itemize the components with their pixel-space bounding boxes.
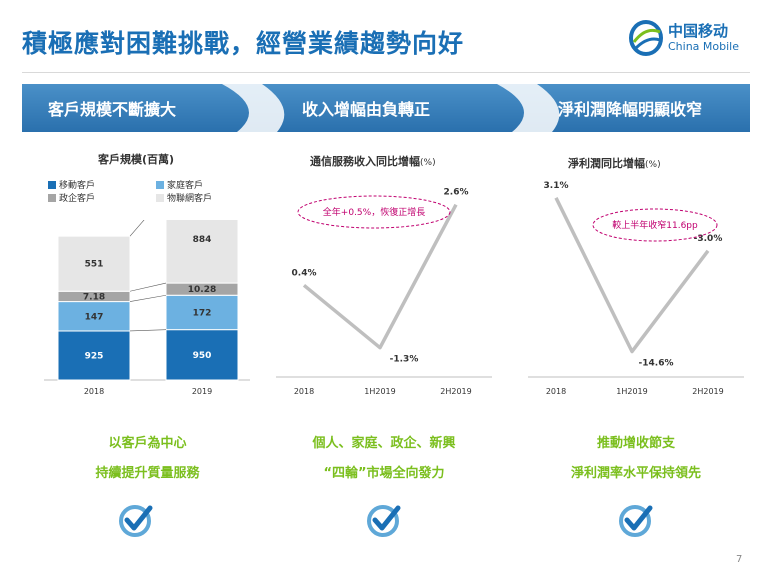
annotation-ellipse — [297, 195, 451, 229]
banner-profit: 淨利潤降幅明顯收窄 — [558, 100, 703, 119]
series-line — [302, 203, 458, 350]
x-tick-label: 2018 — [84, 387, 104, 396]
banner-revenue: 收入增幅由負轉正 — [302, 100, 431, 119]
revenue-line-chart: 0.4% 2018 -1.3% 1H2019 2.6% 2H2019 全年+0.5%，恢復正… — [276, 188, 492, 396]
point-data-label: 3.1% — [544, 181, 569, 191]
connector-line — [129, 282, 167, 292]
check-circle-icon — [119, 505, 153, 537]
customer-bar-chart: 925 147 7.18 551 2018 950 172 10.28 884 2019 — [44, 220, 250, 396]
connector-line — [129, 220, 145, 237]
legend-item-enterprise: 政企客戶 — [48, 191, 95, 204]
banner-customers: 客戶規模不斷擴大 — [48, 100, 177, 119]
china-mobile-logo: 中国移动 China Mobile — [628, 18, 748, 60]
x-tick-label: 1H2019 — [364, 387, 395, 396]
section-banner — [22, 84, 750, 132]
bar-data-label: 925 — [85, 351, 104, 361]
connector-line — [129, 329, 167, 332]
bar-data-label: 884 — [193, 235, 212, 245]
profit-line-chart: 3.1% 2018 -14.6% 1H2019 -3.0% 2H2019 較上半年收窄11.… — [528, 181, 744, 396]
bar-segment — [165, 294, 239, 331]
annotation-text: 較上半年收窄11.6pp — [612, 219, 698, 231]
x-tick-label: 2019 — [192, 387, 212, 396]
summary-2-line1: 個人、家庭、政企、新興 — [312, 436, 456, 451]
summary-1-line2: 持續提升質量服務 — [95, 466, 200, 481]
point-data-label: 2.6% — [444, 188, 469, 198]
chart3-title: 淨利潤同比增幅(%) — [568, 157, 661, 170]
x-tick-label: 2018 — [294, 387, 314, 396]
point-data-label: -14.6% — [639, 359, 674, 369]
annotation-text: 全年+0.5%，恢復正增長 — [323, 206, 425, 218]
bar-data-label: 10.28 — [188, 285, 216, 295]
logo-text-cn: 中国移动 — [668, 22, 729, 40]
legend-item-home: 家庭客戶 — [156, 178, 203, 191]
bar-segment — [165, 329, 239, 381]
x-tick-label: 2H2019 — [440, 387, 471, 396]
x-tick-label: 2H2019 — [692, 387, 723, 396]
title-divider — [22, 72, 750, 73]
bar-data-label: 950 — [193, 351, 212, 361]
check-circle-icon — [367, 505, 401, 537]
point-data-label: 0.4% — [292, 268, 317, 278]
x-tick-label: 2018 — [546, 387, 566, 396]
series-line — [554, 197, 710, 354]
connector-line — [129, 294, 167, 302]
summary-3-line1: 推動增收節支 — [596, 436, 675, 451]
bar-segment — [165, 220, 239, 284]
point-data-label: -3.0% — [694, 234, 723, 244]
chart1-title: 客戶規模(百萬) — [98, 153, 175, 166]
logo-mark-icon — [629, 20, 663, 56]
summary-1-line1: 以客戶為中心 — [108, 436, 187, 451]
legend-item-mobile: 移動客戶 — [48, 178, 95, 191]
legend-item-iot: 物聯網客戶 — [156, 191, 212, 204]
bar-segment — [57, 235, 131, 292]
point-data-label: -1.3% — [390, 355, 419, 365]
bar-data-label: 172 — [193, 308, 212, 318]
logo-text-en: China Mobile — [668, 40, 740, 53]
bar-data-label: 551 — [85, 260, 104, 270]
check-circle-icon — [619, 505, 653, 537]
bar-data-label: 7.18 — [83, 292, 105, 302]
page-number: 7 — [736, 554, 743, 565]
bar-data-label: 147 — [85, 312, 104, 322]
x-tick-label: 1H2019 — [616, 387, 647, 396]
page-title: 積極應對困難挑戰，經營業績趨勢向好 — [22, 29, 465, 58]
chart2-title: 通信服務收入同比增幅(%) — [310, 155, 436, 168]
summary-2-line2: “四輪”市場全向發力 — [323, 466, 445, 481]
summary-3-line2: 淨利潤率水平保持領先 — [570, 466, 701, 481]
annotation-ellipse — [592, 208, 718, 242]
